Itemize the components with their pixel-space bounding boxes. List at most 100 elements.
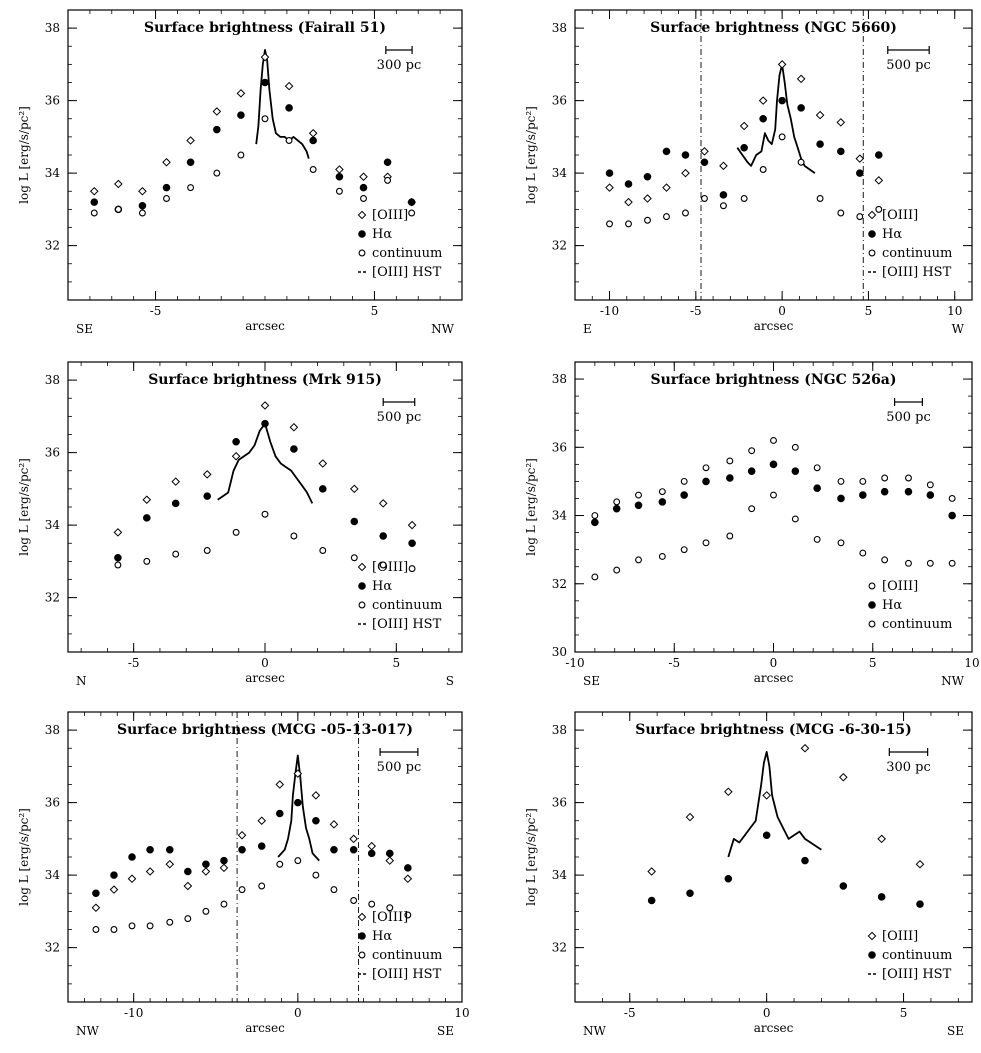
data-point xyxy=(143,557,151,565)
data-point xyxy=(740,195,748,202)
legend-entry: continuum xyxy=(882,617,952,632)
panel-3: -5 0 5 32 34 36 38 arcsec log L [erg/s/pc²] N S Sur… xyxy=(17,361,463,688)
data-point xyxy=(162,157,171,167)
series-oiii xyxy=(605,60,884,207)
data-point xyxy=(186,158,195,167)
data-point xyxy=(275,809,284,818)
data-point xyxy=(680,491,688,499)
scalebar-label: 500 pc xyxy=(377,410,422,425)
legend-swatch xyxy=(358,582,366,590)
data-point xyxy=(662,147,671,156)
data-point xyxy=(260,52,270,62)
x-tick-label: 0 xyxy=(770,656,778,670)
data-point xyxy=(89,186,99,196)
data-point xyxy=(777,60,787,69)
data-point xyxy=(816,195,824,202)
data-point xyxy=(662,183,671,192)
data-point xyxy=(335,165,344,174)
data-point xyxy=(385,856,395,865)
data-point xyxy=(213,125,221,134)
data-point xyxy=(686,889,694,898)
direction-left: E xyxy=(583,322,592,336)
data-point xyxy=(591,512,599,519)
data-point xyxy=(383,158,392,167)
data-point xyxy=(624,197,633,207)
data-point xyxy=(606,220,613,228)
scalebar-label: 300 pc xyxy=(886,760,931,775)
legend-entry: continuum xyxy=(882,246,952,261)
series-h xyxy=(114,419,416,562)
data-point xyxy=(308,128,318,138)
data-point xyxy=(859,549,867,557)
data-point xyxy=(778,133,786,141)
y-tick-label: 38 xyxy=(552,21,567,35)
data-point xyxy=(289,422,299,432)
data-point xyxy=(758,96,768,105)
data-point xyxy=(203,492,212,500)
x-tick-label: 5 xyxy=(869,656,877,670)
hst-profile-line xyxy=(727,751,822,858)
y-tick-label: 34 xyxy=(45,518,61,532)
legend-swatch xyxy=(357,912,367,922)
legend-entry: [OIII] xyxy=(882,579,918,594)
data-point xyxy=(948,495,956,502)
legend-entry: Hα xyxy=(882,227,902,242)
data-point xyxy=(874,176,884,185)
data-point xyxy=(791,443,799,451)
data-point xyxy=(237,111,245,119)
legend-swatch xyxy=(868,582,876,590)
data-point xyxy=(740,143,748,152)
data-point xyxy=(213,169,221,177)
legend-entry: [OIII] xyxy=(882,208,918,223)
data-point xyxy=(680,477,688,485)
data-point xyxy=(294,798,302,807)
data-point xyxy=(635,556,642,564)
y-tick-label: 32 xyxy=(45,239,60,253)
y-tick-label: 36 xyxy=(45,796,60,810)
data-point xyxy=(231,451,241,461)
x-tick-label: 5 xyxy=(900,1006,908,1020)
data-point xyxy=(379,561,387,569)
data-point xyxy=(330,845,338,854)
legend-entry: [OIII] HST xyxy=(882,265,952,280)
data-point xyxy=(109,885,119,894)
data-point xyxy=(319,547,327,554)
hst-profile-line xyxy=(255,49,310,159)
data-point xyxy=(791,467,800,475)
data-point xyxy=(146,845,154,854)
data-point xyxy=(915,859,925,869)
legend-entry: [OIII] HST xyxy=(372,265,442,280)
data-point xyxy=(605,169,614,177)
data-point xyxy=(837,209,845,217)
series-continuum xyxy=(92,857,412,933)
data-point xyxy=(815,110,825,120)
data-point xyxy=(143,514,151,522)
x-tick-label: 0 xyxy=(261,656,269,670)
y-axis-label: log L [erg/s/pc²] xyxy=(524,458,538,556)
x-tick-label: -5 xyxy=(624,1006,636,1020)
data-point xyxy=(184,867,192,876)
data-point xyxy=(220,900,228,908)
data-point xyxy=(926,559,934,567)
data-point xyxy=(702,539,710,547)
direction-left: N xyxy=(76,674,87,688)
legend-entry: Hα xyxy=(882,598,902,613)
legend-entry: Hα xyxy=(372,929,392,944)
data-point xyxy=(309,166,317,173)
y-tick-label: 36 xyxy=(552,440,567,454)
y-tick-label: 36 xyxy=(45,446,60,460)
data-point xyxy=(187,184,195,192)
y-tick-label: 36 xyxy=(552,796,567,810)
legend-swatch xyxy=(358,601,366,609)
data-point xyxy=(138,201,147,210)
data-point xyxy=(797,158,805,166)
chart-title: Surface brightness (NGC 5660) xyxy=(650,20,897,36)
data-point xyxy=(261,115,269,123)
data-point xyxy=(837,494,845,503)
data-point xyxy=(796,74,806,84)
data-point xyxy=(238,886,246,894)
data-point xyxy=(408,209,416,217)
series-continuum xyxy=(591,491,956,581)
y-tick-label: 34 xyxy=(45,166,61,180)
data-point xyxy=(219,863,229,873)
